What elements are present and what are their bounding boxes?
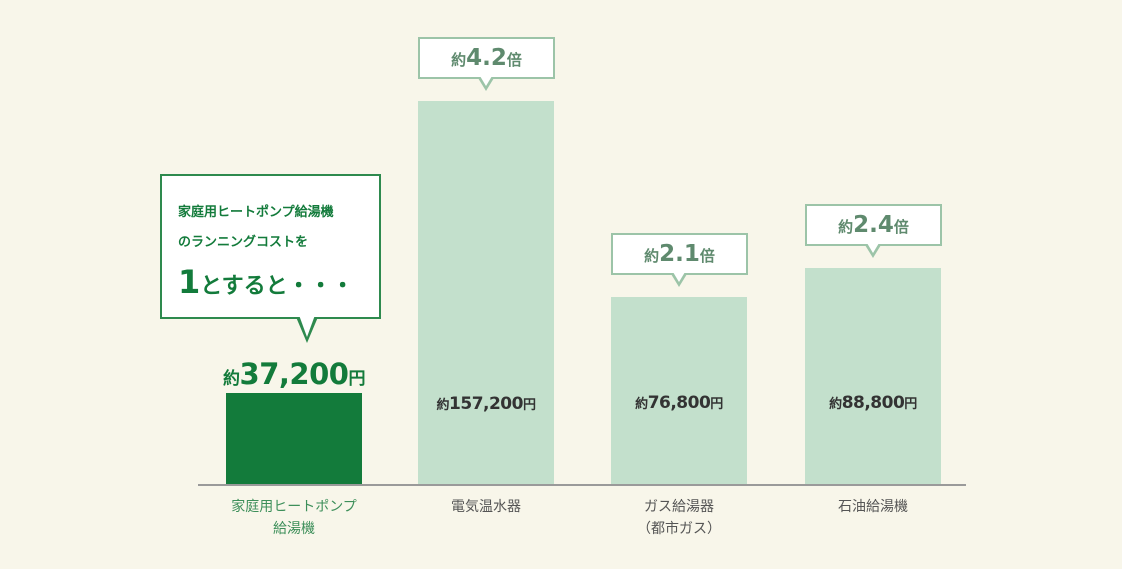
bar-3 <box>805 267 941 484</box>
category-label-3: 石油給湯機 <box>773 496 973 518</box>
value-number: 88,800 <box>841 393 905 413</box>
value-suffix: 円 <box>904 397 917 412</box>
annotation-pointer <box>296 315 318 343</box>
annotation-bubble: 家庭用ヒートポンプ給湯機 のランニングコストを 1とすると・・・ <box>160 174 381 319</box>
category-label-2: ガス給湯器 （都市ガス） <box>579 496 779 540</box>
ratio-callout-pointer-2 <box>671 271 687 287</box>
ratio-number: 4.2 <box>466 45 507 71</box>
category-line: 電気温水器 <box>451 499 521 515</box>
category-line: （都市ガス） <box>637 521 721 537</box>
annotation-line2: のランニングコストを <box>178 235 309 250</box>
category-line: 家庭用ヒートポンプ <box>231 499 357 515</box>
x-axis-line <box>198 484 966 486</box>
ratio-callout-3: 約2.4倍 <box>805 203 942 246</box>
annotation-line3: とすると・・・ <box>200 274 354 299</box>
ratio-suffix: 倍 <box>699 246 715 265</box>
ratio-number: 2.4 <box>853 211 894 238</box>
bar-2 <box>611 296 747 484</box>
category-line: 給湯機 <box>273 521 315 537</box>
value-prefix: 約 <box>829 397 842 412</box>
ratio-callout-1: 約4.2倍 <box>418 37 555 79</box>
annotation-line1: 家庭用ヒートポンプ給湯機 <box>178 205 334 220</box>
value-suffix: 円 <box>522 398 536 413</box>
value-label-3: 約88,800円 <box>765 393 981 413</box>
value-label-2: 約76,800円 <box>571 393 787 413</box>
value-suffix: 円 <box>710 397 723 412</box>
ratio-prefix: 約 <box>644 246 660 265</box>
ratio-suffix: 倍 <box>893 217 909 236</box>
bar-0 <box>226 393 362 484</box>
ratio-prefix: 約 <box>838 217 854 236</box>
value-label-0: 約37,200円 <box>186 357 402 391</box>
category-line: 石油給湯機 <box>838 499 908 515</box>
ratio-callout-2: 約2.1倍 <box>611 232 748 275</box>
value-label-1: 約157,200円 <box>378 394 594 414</box>
value-suffix: 円 <box>348 369 365 390</box>
category-label-0: 家庭用ヒートポンプ 給湯機 <box>194 496 394 540</box>
ratio-suffix: 倍 <box>506 51 522 69</box>
annotation-line3-wrap: 1とすると・・・ <box>178 258 379 311</box>
category-line: ガス給湯器 <box>644 499 714 515</box>
ratio-prefix: 約 <box>451 51 467 69</box>
ratio-number: 2.1 <box>659 240 700 267</box>
ratio-callout-pointer-1 <box>478 76 494 91</box>
value-prefix: 約 <box>436 398 450 413</box>
bar-1 <box>418 101 554 484</box>
value-number: 37,200 <box>239 357 349 392</box>
category-label-1: 電気温水器 <box>386 496 586 518</box>
ratio-callout-pointer-3 <box>865 242 881 258</box>
value-number: 157,200 <box>449 394 523 414</box>
value-prefix: 約 <box>223 369 240 390</box>
value-prefix: 約 <box>635 397 648 412</box>
annotation-number: 1 <box>178 263 201 301</box>
value-number: 76,800 <box>647 393 711 413</box>
